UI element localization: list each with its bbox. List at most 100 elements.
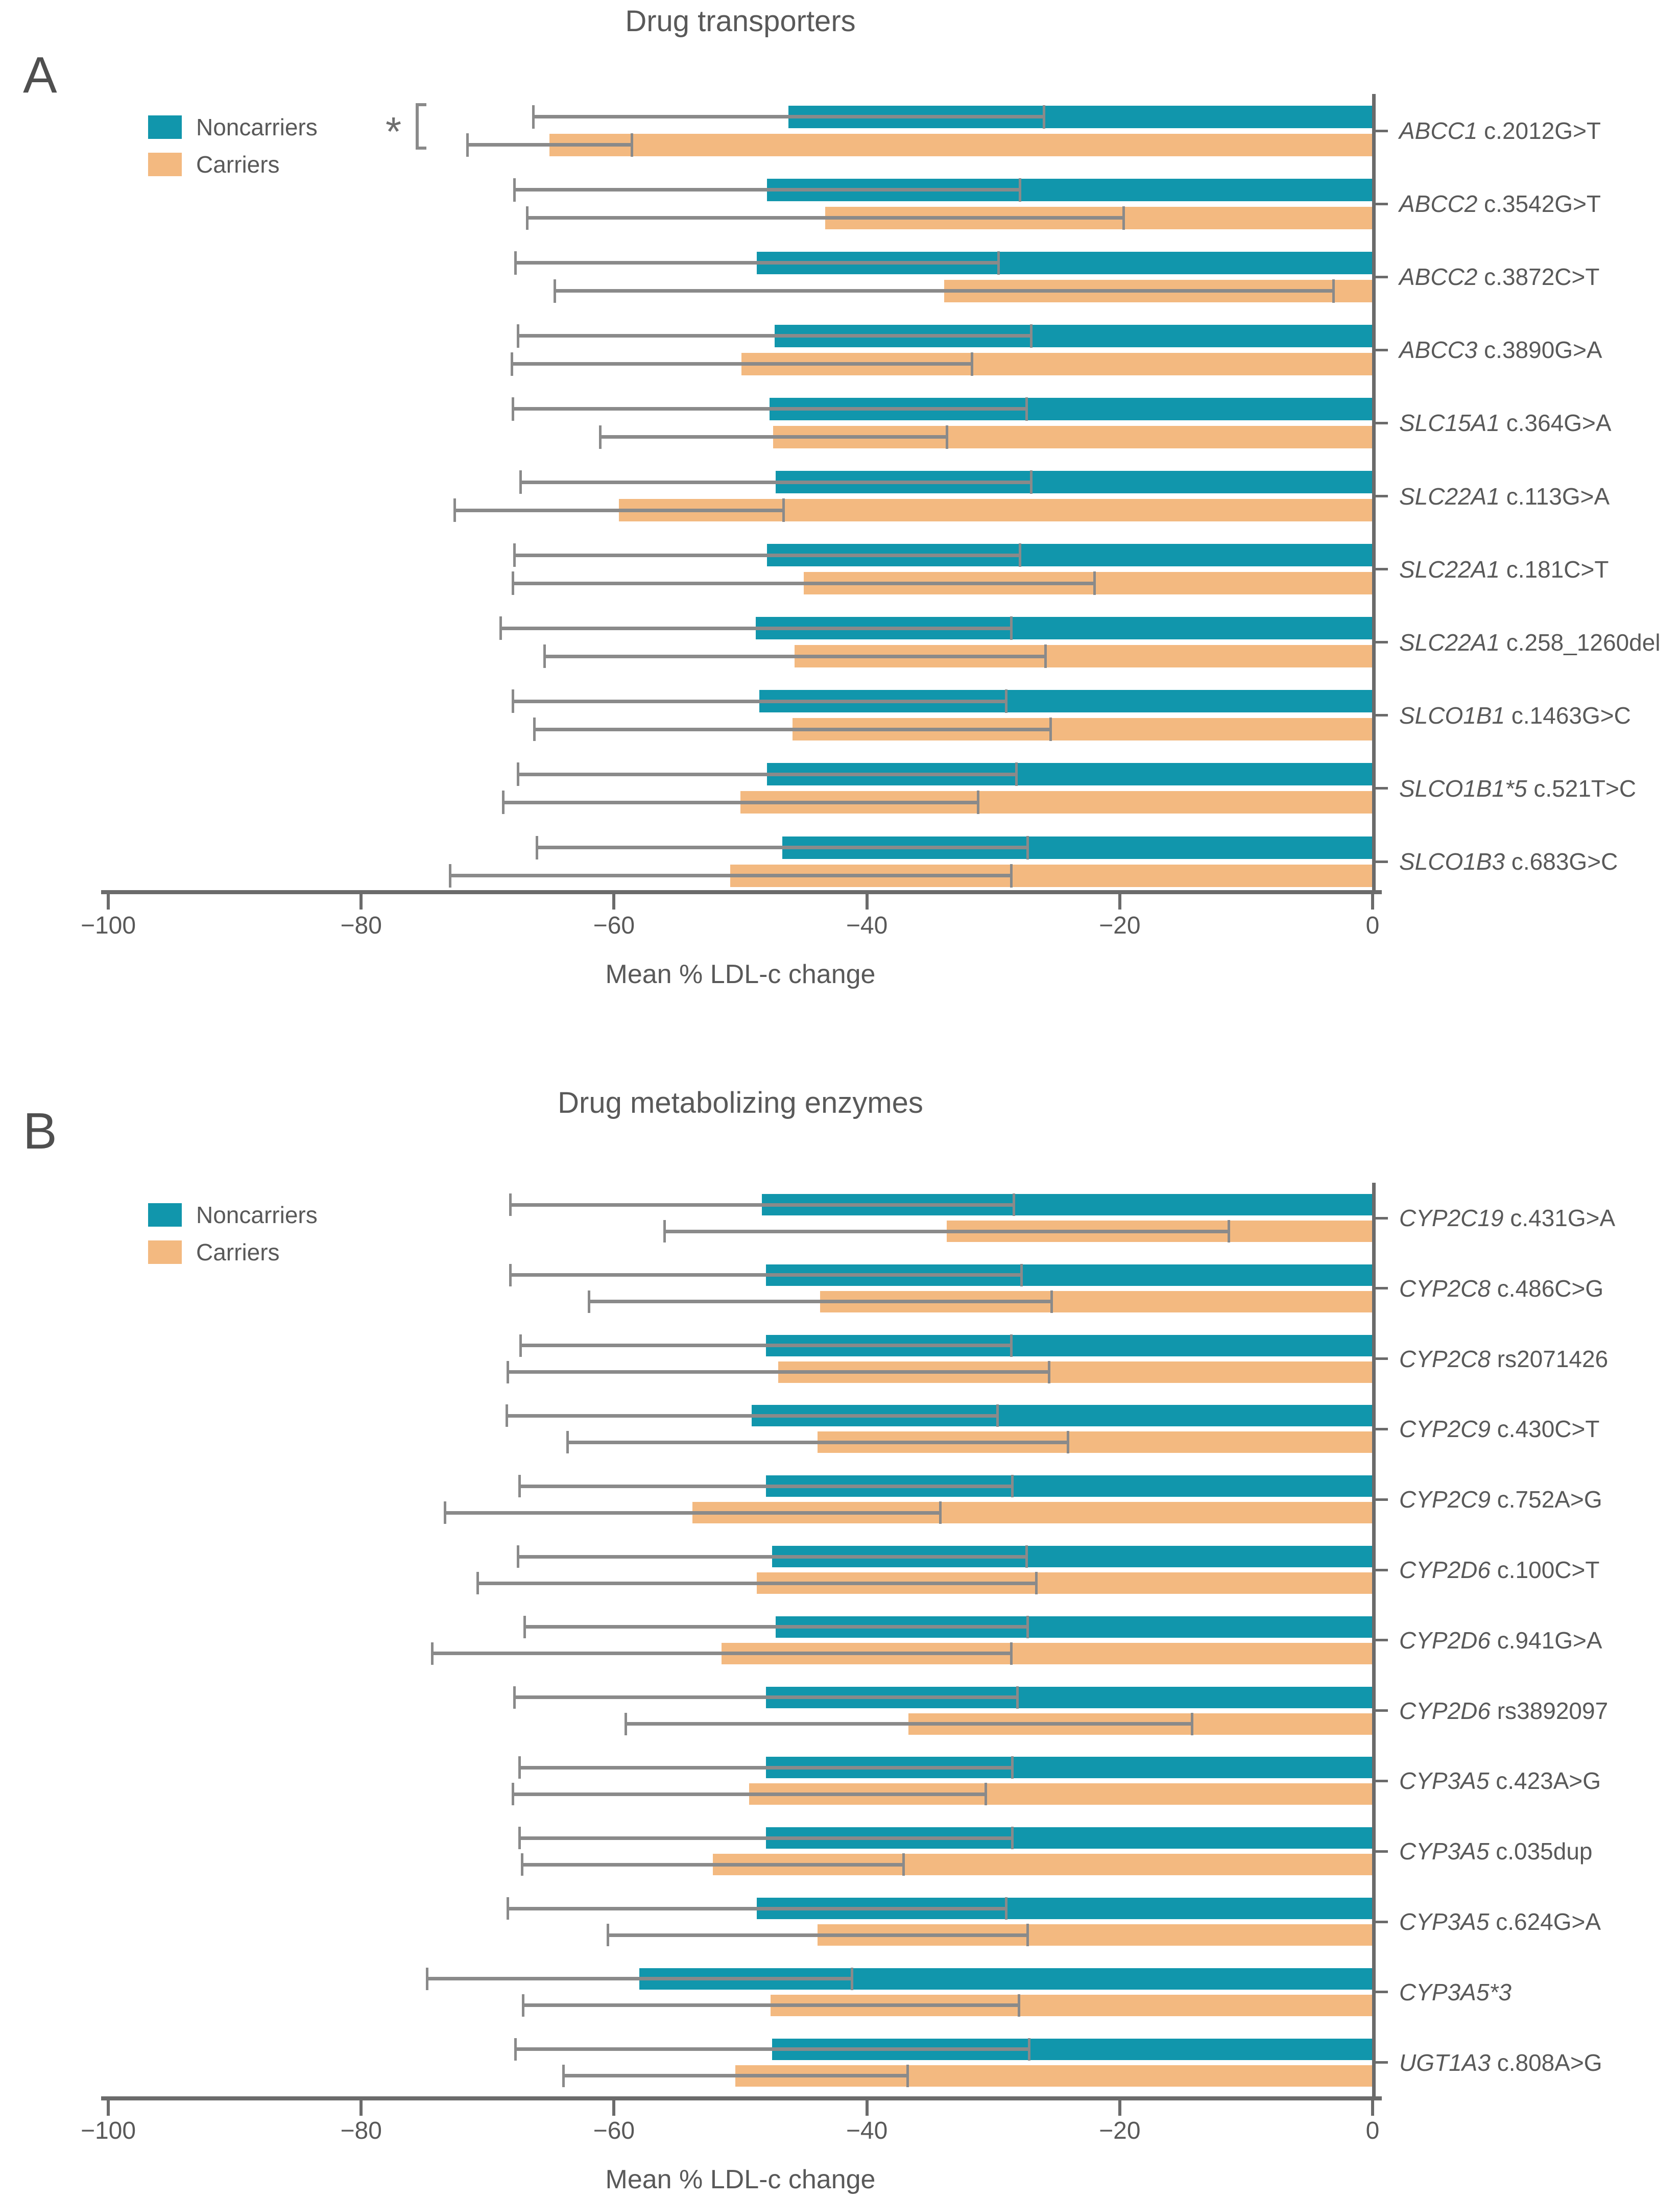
x-axis-tick xyxy=(359,894,363,910)
row-tick xyxy=(1375,1779,1388,1782)
gene-name: ABCC3 xyxy=(1399,337,1478,364)
carriers-errorbar-cap-left xyxy=(466,133,469,157)
row-label: CYP2D6 c.941G>A xyxy=(1399,1627,1602,1654)
y-axis-spine xyxy=(1372,94,1376,894)
noncarriers-errorbar-cap-right xyxy=(1026,1615,1029,1638)
significance-asterisk: * xyxy=(386,109,402,154)
x-axis-spine xyxy=(101,2096,1382,2100)
carriers-errorbar-line xyxy=(454,508,784,512)
gene-name: CYP2C9 xyxy=(1399,1416,1491,1443)
carriers-errorbar-cap-left xyxy=(512,571,515,595)
noncarriers-errorbar-line xyxy=(513,407,1026,411)
carriers-errorbar-cap-left xyxy=(554,279,557,303)
carriers-errorbar-cap-left xyxy=(599,425,602,449)
carriers-errorbar-cap-right xyxy=(1067,1431,1070,1454)
noncarriers-errorbar-line xyxy=(514,188,1020,192)
row-tick xyxy=(1375,1568,1388,1571)
panel-a-legend-carriers: Carriers xyxy=(148,151,280,178)
variant-name: c.035dup xyxy=(1489,1838,1593,1865)
gene-name: CYP2C9 xyxy=(1399,1486,1491,1513)
carriers-errorbar-cap-right xyxy=(902,1853,905,1876)
row-tick xyxy=(1375,202,1388,205)
carriers-errorbar-line xyxy=(567,1440,1068,1444)
noncarriers-errorbar-cap-right xyxy=(1025,1545,1028,1568)
gene-name: SLC15A1 xyxy=(1399,410,1500,437)
variant-name: c.364G>A xyxy=(1499,410,1612,437)
x-axis-tick xyxy=(1118,894,1121,910)
significance-bracket-bottom-arm xyxy=(416,147,426,150)
carriers-errorbar-line xyxy=(600,435,947,439)
noncarriers-errorbar-cap-right xyxy=(997,251,1000,275)
row-label: CYP2D6 rs3892097 xyxy=(1399,1697,1608,1725)
carriers-errorbar-cap-right xyxy=(1010,1642,1013,1665)
carriers-errorbar-cap-left xyxy=(533,718,536,742)
carriers-errorbar-cap-right xyxy=(945,425,948,449)
variant-name: c.486C>G xyxy=(1490,1275,1604,1302)
carriers-errorbar-cap-left xyxy=(525,206,529,230)
gene-name: CYP2C8 xyxy=(1399,1275,1491,1302)
carriers-errorbar-cap-left xyxy=(520,1853,523,1876)
row-label: CYP2D6 c.100C>T xyxy=(1399,1556,1599,1584)
noncarriers-errorbar-cap-left xyxy=(513,1686,516,1709)
carriers-legend-label: Carriers xyxy=(196,1239,280,1265)
noncarriers-errorbar-cap-right xyxy=(1010,616,1013,640)
row-label: SLCO1B3 c.683G>C xyxy=(1399,848,1618,875)
gene-name: SLCO1B1 xyxy=(1399,702,1505,729)
row-tick xyxy=(1375,1357,1388,1360)
gene-name: CYP3A5 xyxy=(1399,1908,1490,1935)
noncarriers-errorbar-cap-right xyxy=(1027,2038,1030,2061)
variant-name: c.683G>C xyxy=(1505,848,1618,875)
carriers-errorbar-cap-right xyxy=(1044,644,1047,668)
noncarriers-errorbar-line xyxy=(518,772,1016,776)
noncarriers-errorbar-line xyxy=(518,334,1031,338)
carriers-errorbar-cap-right xyxy=(1190,1712,1193,1735)
row-tick xyxy=(1375,1850,1388,1853)
noncarriers-errorbar-cap-left xyxy=(507,1897,510,1920)
noncarriers-errorbar-line xyxy=(537,846,1028,849)
panel-a-xaxis-title: Mean % LDL-c change xyxy=(605,960,876,989)
row-label: CYP3A5 c.423A>G xyxy=(1399,1767,1601,1795)
noncarriers-errorbar-cap-right xyxy=(1030,324,1033,348)
carriers-errorbar-cap-right xyxy=(631,133,634,157)
noncarriers-errorbar-line xyxy=(426,1977,852,1981)
carriers-errorbar-cap-left xyxy=(607,1924,610,1946)
noncarriers-errorbar-cap-right xyxy=(996,1404,999,1427)
row-label: ABCC1 c.2012G>T xyxy=(1399,117,1601,145)
row-tick xyxy=(1375,348,1388,351)
row-tick xyxy=(1375,421,1388,424)
row-tick xyxy=(1375,1216,1388,1220)
row-tick xyxy=(1375,1920,1388,1923)
carriers-legend-swatch xyxy=(148,1240,182,1264)
panel-a-title: Drug transporters xyxy=(625,5,856,38)
variant-name: c.521T>C xyxy=(1527,775,1637,802)
carriers-errorbar-cap-left xyxy=(522,1994,525,2017)
noncarriers-errorbar-cap-right xyxy=(1030,470,1033,494)
variant-name: c.100C>T xyxy=(1490,1557,1600,1583)
carriers-errorbar-line xyxy=(513,581,1095,585)
noncarriers-errorbar-line xyxy=(515,2047,1029,2051)
carriers-errorbar-cap-left xyxy=(510,352,513,376)
noncarriers-errorbar-cap-right xyxy=(1010,1334,1013,1357)
carriers-errorbar-line xyxy=(444,1511,941,1515)
variant-name: c.258_1260del xyxy=(1499,629,1661,656)
carriers-errorbar-cap-right xyxy=(1026,1924,1029,1946)
carriers-errorbar-cap-right xyxy=(1122,206,1125,230)
row-label: SLC22A1 c.181C>T xyxy=(1399,556,1609,583)
noncarriers-errorbar-line xyxy=(500,626,1011,630)
noncarriers-errorbar-line xyxy=(513,699,1006,703)
panel-a-legend-noncarriers: Noncarriers xyxy=(148,113,318,141)
row-label: ABCC2 c.3542G>T xyxy=(1399,190,1601,218)
variant-name: c.3542G>T xyxy=(1477,190,1601,218)
panel-b-letter: B xyxy=(23,1103,57,1160)
noncarriers-errorbar-cap-left xyxy=(519,470,522,494)
carriers-errorbar-line xyxy=(449,874,1011,877)
gene-name: CYP3A5 xyxy=(1399,1767,1490,1795)
noncarriers-errorbar-cap-right xyxy=(1004,1897,1007,1920)
noncarriers-errorbar-cap-left xyxy=(509,1193,512,1216)
carriers-bar xyxy=(549,133,1373,156)
carriers-errorbar-line xyxy=(526,216,1124,220)
carriers-legend-label: Carriers xyxy=(196,151,280,178)
noncarriers-errorbar-cap-left xyxy=(518,1827,521,1850)
noncarriers-errorbar-cap-left xyxy=(425,1967,428,1990)
